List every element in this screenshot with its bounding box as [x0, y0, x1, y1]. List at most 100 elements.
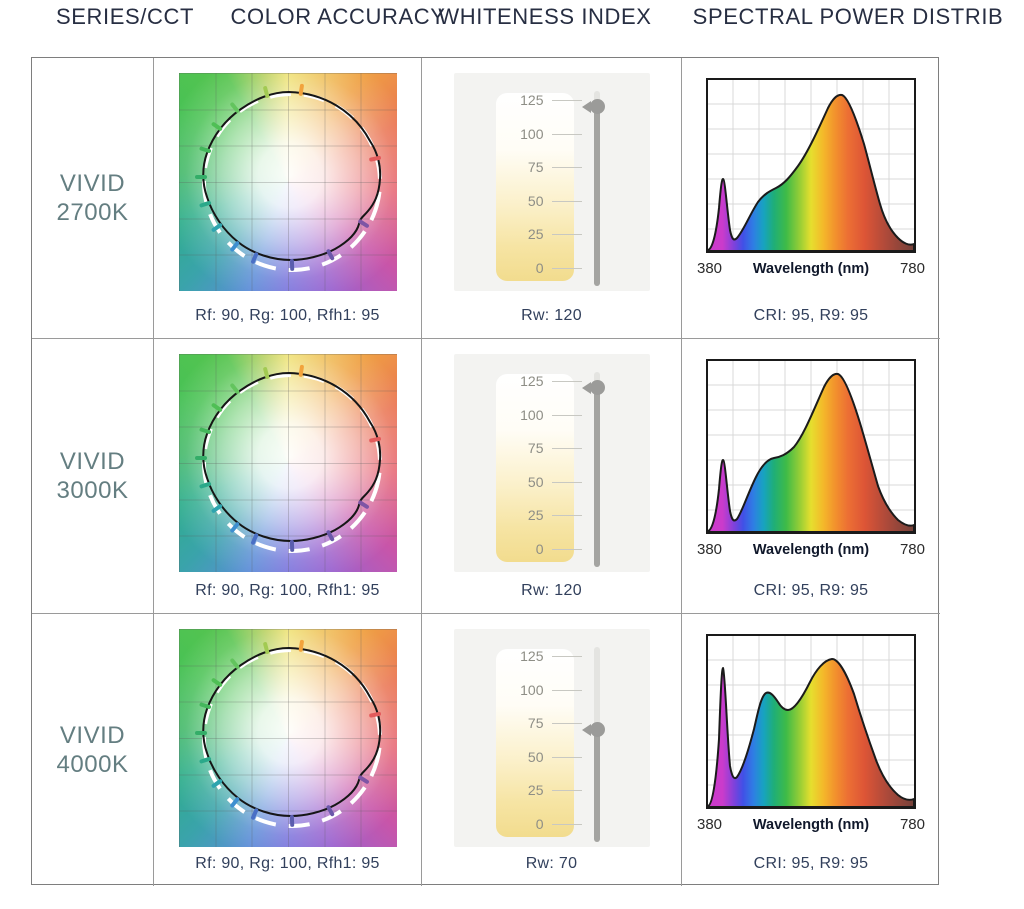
series-cell-4000k: VIVID 4000K — [32, 613, 153, 886]
spd-chart — [706, 78, 916, 253]
series-name: VIVID — [59, 721, 126, 749]
whiteness-gradient-scale — [495, 649, 574, 837]
tick-label: 100 — [520, 407, 544, 423]
x-min-label: 380 — [697, 816, 723, 833]
series-cct: 2700K — [56, 199, 129, 226]
spd-x-axis: 380 Wavelength (nm) 780 — [697, 541, 925, 558]
color-accuracy-cell: Rf: 90, Rg: 100, Rfh1: 95 — [153, 58, 421, 338]
whiteness-gradient-scale — [495, 374, 574, 562]
spd-stats: CRI: 95, R9: 95 — [753, 307, 869, 324]
tick-label: 50 — [527, 749, 544, 765]
series-cell-3000k: VIVID 3000K — [32, 338, 153, 613]
series-label: VIVID 3000K — [57, 447, 129, 506]
x-max-label: 780 — [899, 816, 925, 833]
tick-label: 75 — [527, 440, 544, 456]
tick-line — [551, 548, 582, 550]
series-name: VIVID — [59, 169, 126, 197]
series-label: VIVID 4000K — [57, 721, 129, 780]
whiteness-stats: Rw: 120 — [521, 307, 582, 324]
x-axis-title: Wavelength (nm) — [752, 261, 870, 277]
tick-label: 25 — [527, 782, 544, 798]
whiteness-gauge: 125 100 75 50 25 0 — [453, 354, 650, 572]
x-axis-title: Wavelength (nm) — [752, 817, 870, 833]
spd-cell: 380 Wavelength (nm) 780 CRI: 95, R9: 95 — [681, 58, 940, 338]
whiteness-cell: 125 100 75 50 25 0 Rw: 70 — [421, 613, 681, 886]
column-header-spectral-power: SPECTRAL POWER DISTRIB — [692, 4, 1004, 29]
tick-line — [551, 133, 582, 135]
column-header-whiteness-index: WHITENESS INDEX — [438, 4, 652, 29]
tick-label: 75 — [527, 715, 544, 731]
color-accuracy-stats: Rf: 90, Rg: 100, Rfh1: 95 — [195, 582, 380, 599]
tick-line — [551, 655, 582, 657]
tick-line — [551, 414, 582, 416]
tick-line — [551, 200, 582, 202]
color-accuracy-stats: Rf: 90, Rg: 100, Rfh1: 95 — [195, 855, 380, 872]
tick-line — [551, 481, 582, 483]
spd-cell: 380 Wavelength (nm) 780 CRI: 95, R9: 95 — [681, 613, 940, 886]
tick-label: 50 — [527, 474, 544, 490]
tick-label: 25 — [527, 226, 544, 242]
series-label: VIVID 2700K — [57, 169, 129, 228]
whiteness-stats: Rw: 70 — [525, 855, 578, 872]
whiteness-slider-knob[interactable] — [581, 99, 605, 115]
spd-chart — [706, 634, 916, 809]
slider-track-fill — [593, 106, 600, 286]
color-accuracy-cell: Rf: 90, Rg: 100, Rfh1: 95 — [153, 613, 421, 886]
tick-line — [551, 789, 582, 791]
color-accuracy-cell: Rf: 90, Rg: 100, Rfh1: 95 — [153, 338, 421, 613]
column-header-color-accuracy: COLOR ACCURACY — [230, 4, 446, 29]
series-cct: 3000K — [56, 477, 129, 504]
whiteness-gradient-scale — [495, 93, 574, 281]
tick-label: 125 — [520, 648, 544, 664]
spd-cell: 380 Wavelength (nm) 780 CRI: 95, R9: 95 — [681, 338, 940, 613]
whiteness-cell: 125 100 75 50 25 0 Rw: 120 — [421, 58, 681, 338]
spd-x-axis: 380 Wavelength (nm) 780 — [697, 816, 925, 833]
tick-line — [551, 166, 582, 168]
tick-line — [551, 99, 582, 101]
whiteness-slider-knob[interactable] — [581, 722, 605, 738]
x-max-label: 780 — [899, 260, 925, 277]
whiteness-gauge: 125 100 75 50 25 0 — [453, 629, 650, 847]
spd-x-axis: 380 Wavelength (nm) 780 — [697, 260, 925, 277]
slider-track-fill — [593, 729, 600, 842]
spd-chart — [706, 359, 916, 534]
color-gamut-chart — [178, 354, 397, 572]
tick-line — [551, 722, 582, 724]
x-min-label: 380 — [697, 260, 723, 277]
tick-label: 0 — [535, 541, 544, 557]
tick-line — [551, 267, 582, 269]
tick-label: 75 — [527, 159, 544, 175]
x-axis-title: Wavelength (nm) — [752, 542, 870, 558]
column-header-series: SERIES/CCT — [55, 4, 195, 29]
slider-track-fill — [593, 387, 600, 567]
tick-label: 25 — [527, 507, 544, 523]
whiteness-cell: 125 100 75 50 25 0 Rw: 120 — [421, 338, 681, 613]
tick-line — [551, 823, 582, 825]
color-accuracy-stats: Rf: 90, Rg: 100, Rfh1: 95 — [195, 307, 380, 324]
x-max-label: 780 — [899, 541, 925, 558]
spd-stats: CRI: 95, R9: 95 — [753, 855, 869, 872]
tick-line — [551, 756, 582, 758]
color-gamut-chart — [178, 629, 397, 847]
tick-label: 125 — [520, 92, 544, 108]
tick-label: 125 — [520, 373, 544, 389]
tick-label: 100 — [520, 682, 544, 698]
tick-line — [551, 689, 582, 691]
series-name: VIVID — [59, 447, 126, 475]
tick-label: 0 — [535, 816, 544, 832]
x-min-label: 380 — [697, 541, 723, 558]
series-cct: 4000K — [56, 751, 129, 778]
whiteness-gauge: 125 100 75 50 25 0 — [453, 73, 650, 291]
whiteness-slider-knob[interactable] — [581, 380, 605, 396]
color-gamut-chart — [178, 73, 397, 291]
tick-label: 100 — [520, 126, 544, 142]
spd-stats: CRI: 95, R9: 95 — [753, 582, 869, 599]
tick-line — [551, 514, 582, 516]
comparison-table: VIVID 2700K Rf: 90, Rg: 100, Rfh1: 95 12… — [31, 57, 940, 886]
tick-line — [551, 233, 582, 235]
tick-line — [551, 380, 582, 382]
tick-line — [551, 447, 582, 449]
series-cell-2700k: VIVID 2700K — [32, 58, 153, 338]
tick-label: 0 — [535, 260, 544, 276]
tick-label: 50 — [527, 193, 544, 209]
